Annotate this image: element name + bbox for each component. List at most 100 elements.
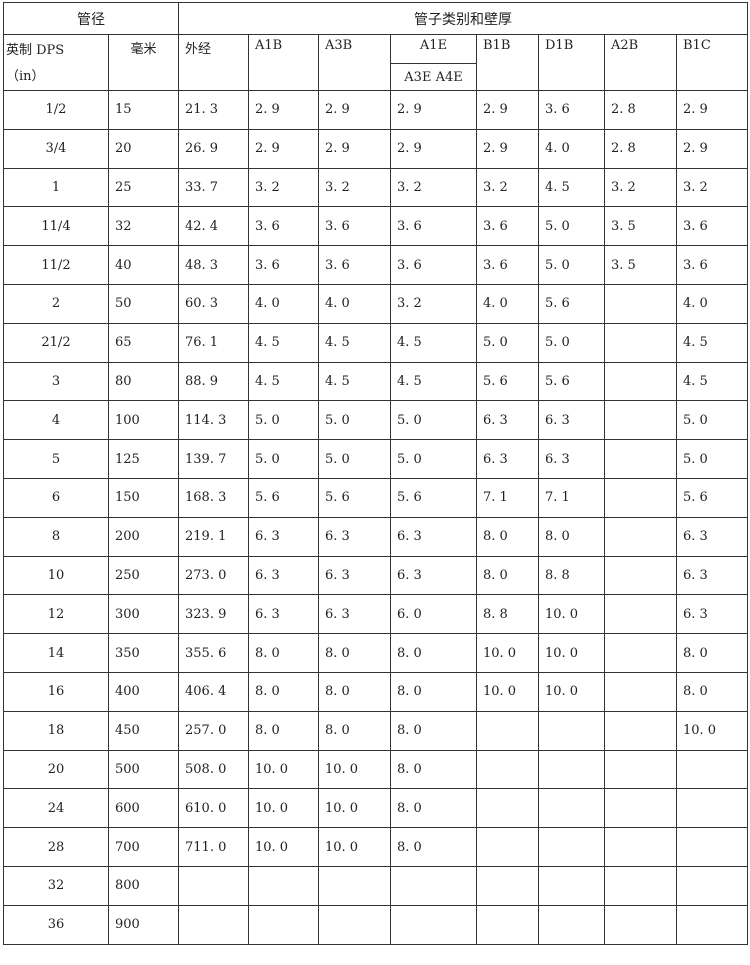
cell-od: 139. 7 — [178, 439, 249, 479]
cell-d1b: 10. 0 — [538, 594, 605, 635]
cell-b1c — [676, 788, 748, 829]
cell-a1b: 3. 2 — [248, 167, 319, 208]
cell-mm: 250 — [108, 555, 179, 596]
cell-a2b — [604, 361, 677, 402]
cell-a1e — [390, 904, 477, 945]
cell-mm: 40 — [108, 245, 179, 285]
cell-a3b: 8. 0 — [318, 633, 391, 673]
cell-d1b: 5. 6 — [538, 361, 605, 402]
cell-inch: 5 — [3, 439, 109, 479]
cell-od: 33. 7 — [178, 167, 249, 208]
cell-od: 48. 3 — [178, 245, 249, 285]
cell-b1c: 5. 0 — [676, 400, 748, 441]
cell-a3b: 6. 3 — [318, 555, 391, 596]
cell-od: 219. 1 — [178, 516, 249, 557]
table-row: 24 600 610. 0 10. 0 10. 0 8. 0 — [3, 788, 748, 829]
cell-a3b: 3. 6 — [318, 206, 391, 247]
cell-a2b — [604, 904, 677, 945]
cell-a2b: 2. 8 — [604, 90, 677, 130]
table-row: 5 125 139. 7 5. 0 5. 0 5. 0 6. 3 6. 3 5. 0 — [3, 439, 748, 479]
cell-a3b — [318, 904, 391, 945]
cell-b1b: 6. 3 — [476, 400, 539, 441]
cell-b1b — [476, 749, 539, 790]
cell-a1e: 5. 6 — [390, 477, 477, 518]
cell-a1e: 5. 0 — [390, 439, 477, 479]
header-a2b: A2B — [604, 34, 677, 91]
cell-od: 323. 9 — [178, 594, 249, 635]
cell-a1b: 4. 0 — [248, 283, 319, 324]
cell-b1b: 3. 6 — [476, 245, 539, 285]
cell-a1e: 3. 2 — [390, 167, 477, 208]
cell-a3b: 3. 2 — [318, 167, 391, 208]
cell-inch: 24 — [3, 788, 109, 829]
cell-b1b: 5. 6 — [476, 361, 539, 402]
cell-mm: 200 — [108, 516, 179, 557]
cell-a1e: 8. 0 — [390, 633, 477, 673]
cell-a3b: 5. 6 — [318, 477, 391, 518]
cell-inch: 3/4 — [3, 128, 109, 169]
header-a1b: A1B — [248, 34, 319, 91]
cell-a3b: 2. 9 — [318, 90, 391, 130]
cell-b1c: 2. 9 — [676, 128, 748, 169]
cell-d1b: 3. 6 — [538, 90, 605, 130]
cell-b1c: 10. 0 — [676, 710, 748, 751]
table-row: 3 80 88. 9 4. 5 4. 5 4. 5 5. 6 5. 6 4. 5 — [3, 361, 748, 402]
header-b1c: B1C — [676, 34, 748, 91]
cell-od: 273. 0 — [178, 555, 249, 596]
cell-a3b: 5. 0 — [318, 400, 391, 441]
cell-mm: 125 — [108, 439, 179, 479]
table-row: 4 100 114. 3 5. 0 5. 0 5. 0 6. 3 6. 3 5. 0 — [3, 400, 748, 441]
cell-b1c: 3. 6 — [676, 206, 748, 247]
cell-mm: 25 — [108, 167, 179, 208]
cell-inch: 16 — [3, 671, 109, 712]
cell-a2b — [604, 633, 677, 673]
cell-a1e: 8. 0 — [390, 710, 477, 751]
table-row: 16 400 406. 4 8. 0 8. 0 8. 0 10. 0 10. 0 8. 0 — [3, 671, 748, 712]
cell-od: 406. 4 — [178, 671, 249, 712]
header-d1b: D1B — [538, 34, 605, 91]
header-pipe-size: 管径 — [3, 2, 179, 35]
table-row: 1/2 15 21. 3 2. 9 2. 9 2. 9 2. 9 3. 6 2. 8 2. 9 — [3, 90, 748, 130]
cell-a3b: 4. 0 — [318, 283, 391, 324]
cell-od: 355. 6 — [178, 633, 249, 673]
cell-b1c — [676, 827, 748, 867]
cell-d1b — [538, 827, 605, 867]
table-row: 6 150 168. 3 5. 6 5. 6 5. 6 7. 1 7. 1 5. 6 — [3, 477, 748, 518]
cell-inch: 14 — [3, 633, 109, 673]
cell-b1c: 3. 6 — [676, 245, 748, 285]
header-od: 外经 — [178, 34, 249, 91]
cell-a3b: 6. 3 — [318, 516, 391, 557]
table-row: 18 450 257. 0 8. 0 8. 0 8. 0 10. 0 — [3, 710, 748, 751]
table-row: 32 800 — [3, 865, 748, 906]
cell-mm: 450 — [108, 710, 179, 751]
cell-a1e: 8. 0 — [390, 749, 477, 790]
cell-a1b: 10. 0 — [248, 788, 319, 829]
cell-inch: 11/4 — [3, 206, 109, 247]
cell-b1b: 2. 9 — [476, 128, 539, 169]
cell-inch: 11/2 — [3, 245, 109, 285]
cell-b1c — [676, 749, 748, 790]
cell-mm: 600 — [108, 788, 179, 829]
cell-d1b: 10. 0 — [538, 633, 605, 673]
cell-inch: 21/2 — [3, 322, 109, 363]
cell-b1b: 10. 0 — [476, 671, 539, 712]
cell-b1b — [476, 788, 539, 829]
cell-a2b: 3. 5 — [604, 206, 677, 247]
table-row: 20 500 508. 0 10. 0 10. 0 8. 0 — [3, 749, 748, 790]
cell-od: 21. 3 — [178, 90, 249, 130]
cell-a1b — [248, 904, 319, 945]
cell-a1e: 8. 0 — [390, 788, 477, 829]
cell-d1b: 7. 1 — [538, 477, 605, 518]
header-b1b: B1B — [476, 34, 539, 91]
table-row: 1 25 33. 7 3. 2 3. 2 3. 2 3. 2 4. 5 3. 2 3. 2 — [3, 167, 748, 208]
cell-d1b — [538, 788, 605, 829]
cell-a1b: 6. 3 — [248, 555, 319, 596]
header-a1e: A1E — [390, 33, 477, 65]
cell-d1b — [538, 865, 605, 906]
header-mm: 毫米 — [108, 34, 179, 91]
header-row-columns: 英制 DPS （in） 毫米 外经 A1B A3B A1E B1B D1B A2B… — [3, 33, 748, 91]
cell-b1b: 4. 0 — [476, 283, 539, 324]
cell-od: 26. 9 — [178, 128, 249, 169]
cell-od: 508. 0 — [178, 749, 249, 790]
cell-a1e: 6. 3 — [390, 555, 477, 596]
